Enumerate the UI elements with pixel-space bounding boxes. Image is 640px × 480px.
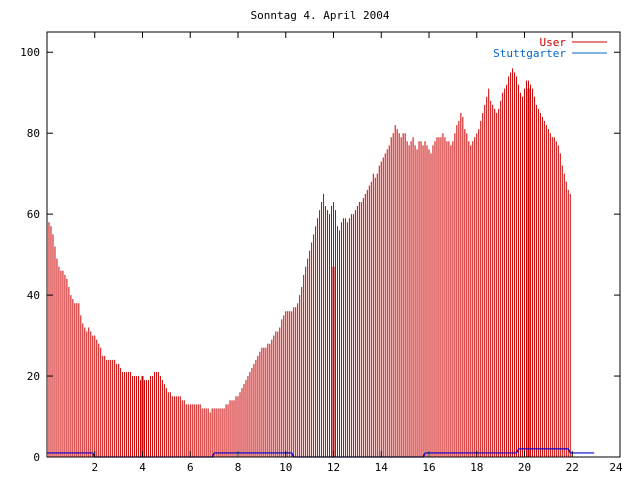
y-tick-label: 40	[27, 289, 40, 302]
x-tick-label: 16	[422, 461, 435, 474]
y-tick-label: 100	[20, 46, 40, 59]
x-tick-label: 20	[518, 461, 531, 474]
y-tick-label: 80	[27, 127, 40, 140]
legend: User Stuttgarter	[493, 36, 607, 60]
chart-title: Sonntag 4. April 2004	[250, 9, 389, 22]
x-tick-label: 2	[91, 461, 98, 474]
legend-user-label: User	[540, 36, 567, 49]
y-tick-label: 20	[27, 370, 40, 383]
x-tick-label: 4	[139, 461, 146, 474]
x-tick-label: 12	[327, 461, 340, 474]
legend-stuttgarter-label: Stuttgarter	[493, 47, 566, 60]
x-tick-label: 22	[566, 461, 579, 474]
y-axis: 0 20 40 60 80 100	[20, 46, 620, 464]
x-axis: 2 4 6 8 10 12 14 16 18 20 22 24	[91, 32, 623, 474]
y-tick-label: 0	[33, 451, 40, 464]
x-tick-label: 18	[470, 461, 483, 474]
y-tick-label: 60	[27, 208, 40, 221]
x-tick-label: 6	[187, 461, 194, 474]
x-tick-label: 10	[279, 461, 292, 474]
x-tick-label: 14	[375, 461, 389, 474]
x-tick-label: 24	[609, 461, 623, 474]
user-series	[46, 68, 571, 457]
x-tick-label: 8	[235, 461, 242, 474]
